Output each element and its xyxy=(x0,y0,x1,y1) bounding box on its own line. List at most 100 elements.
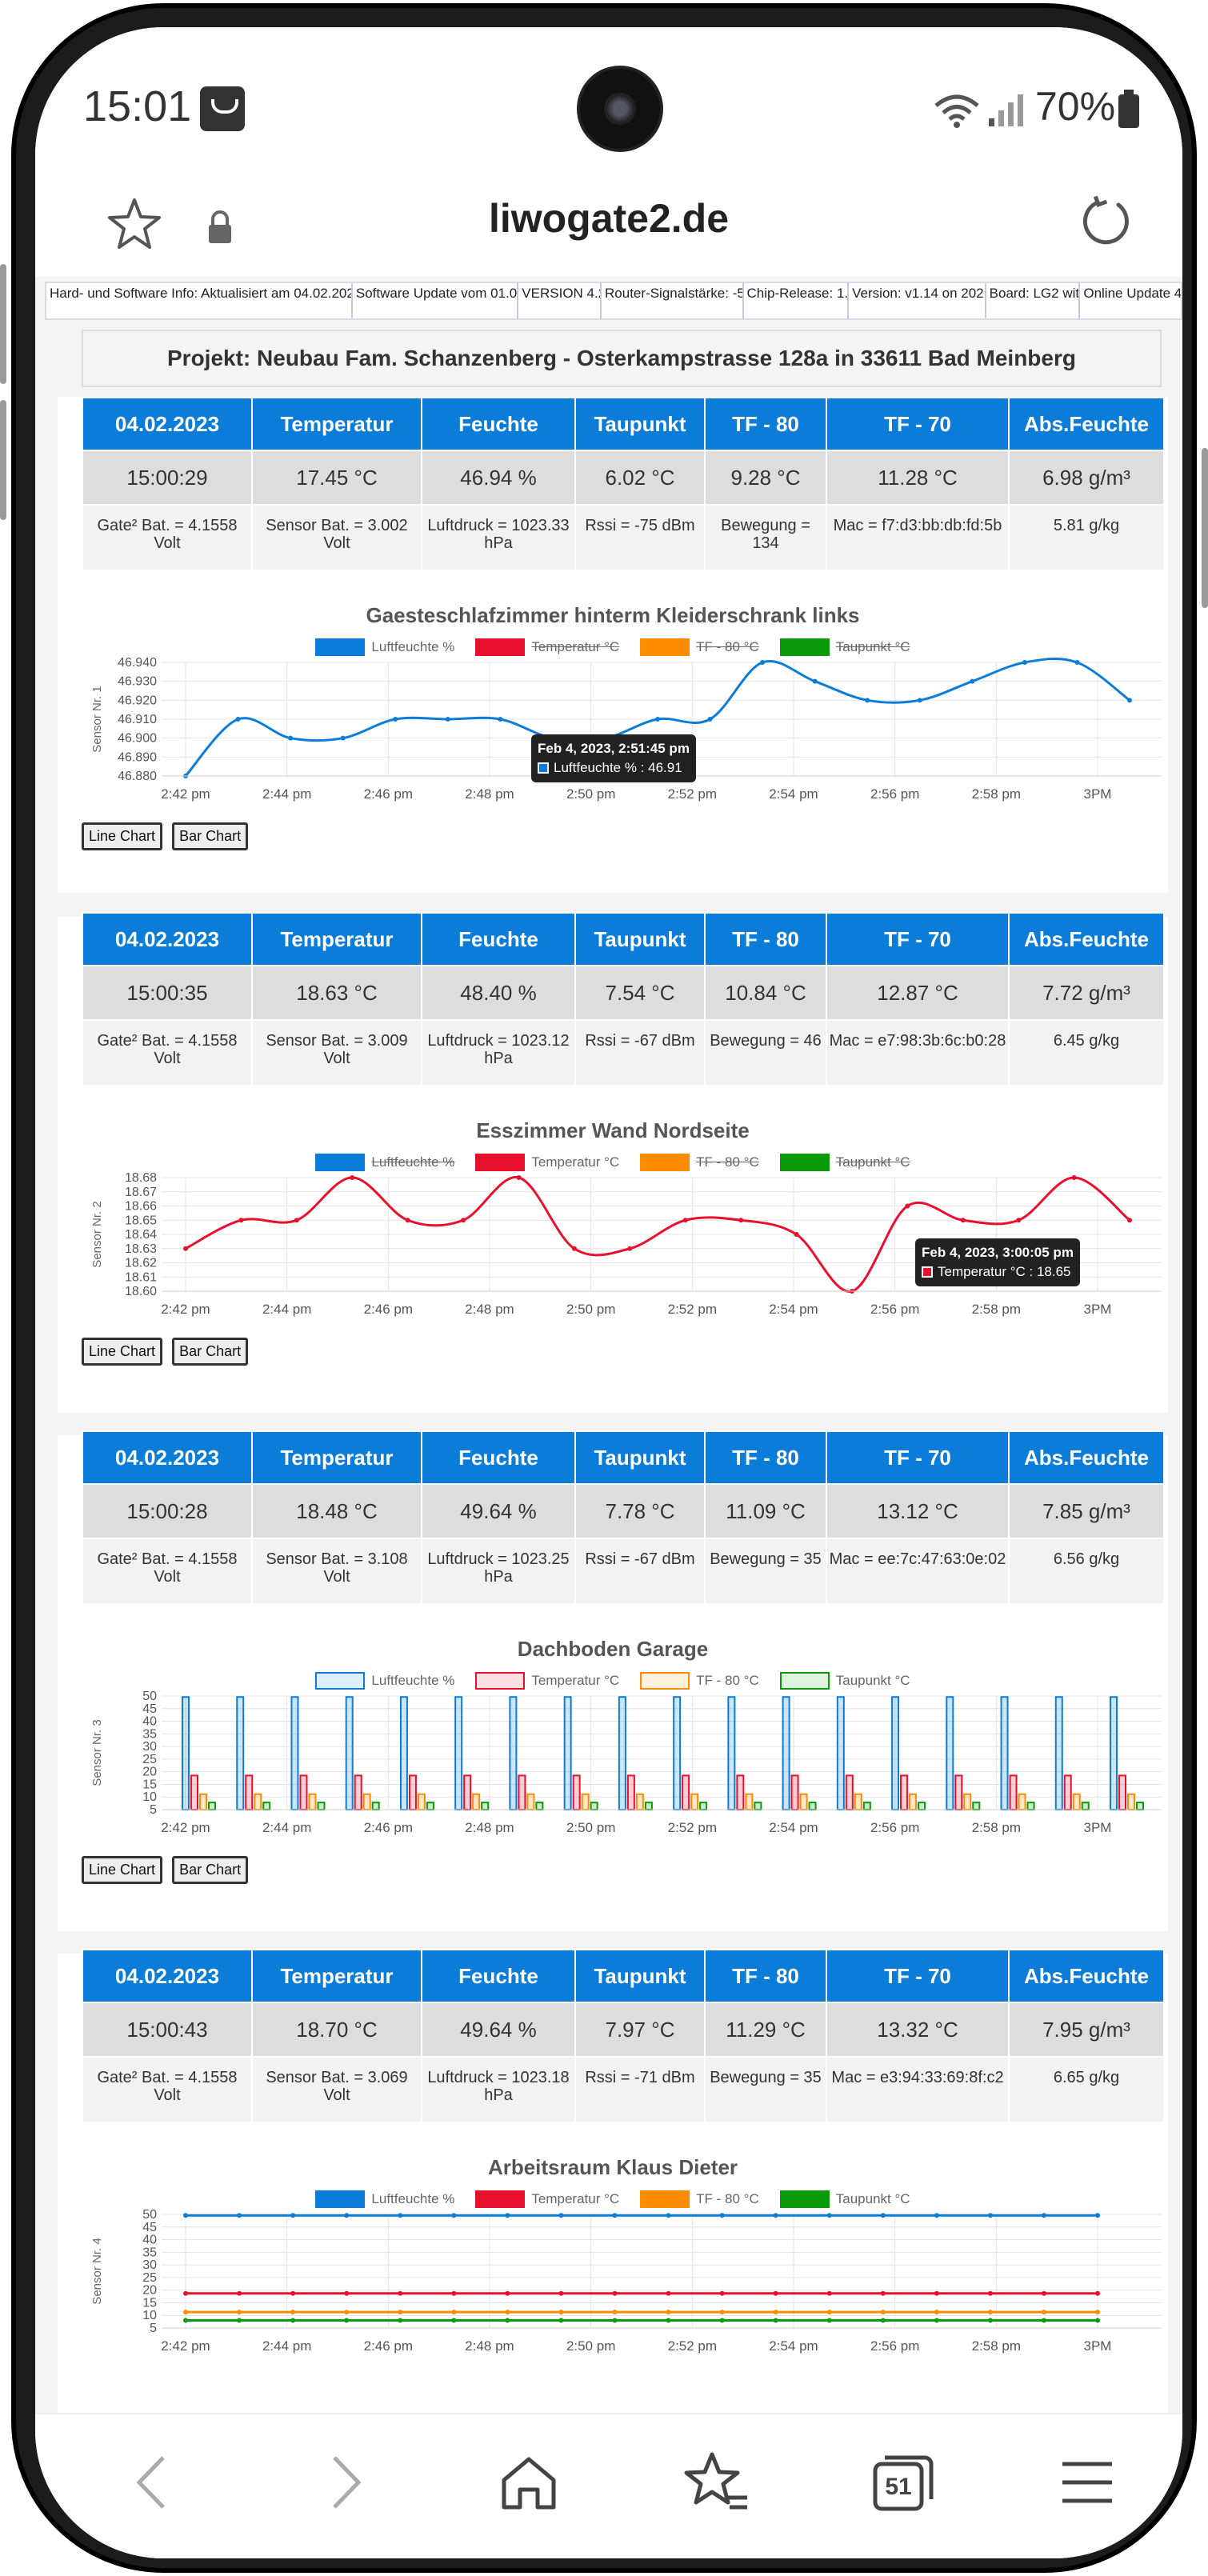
data-point xyxy=(398,2310,403,2315)
table-header: Abs.Feuchte xyxy=(1008,1949,1165,2003)
legend-item[interactable]: Temperatur °C xyxy=(475,1154,619,1171)
value-cell: 13.32 °C xyxy=(826,2002,1010,2058)
line-chart-button[interactable]: Line Chart xyxy=(82,822,163,850)
line-chart-button[interactable]: Line Chart xyxy=(82,1338,163,1366)
tabs-icon[interactable]: 51 xyxy=(867,2446,939,2518)
data-point xyxy=(393,717,398,722)
detail-cell: 6.65 g/kg xyxy=(1008,2056,1165,2123)
home-icon[interactable] xyxy=(493,2446,565,2518)
x-tick-label: 2:42 pm xyxy=(161,1820,210,1835)
bar xyxy=(371,1802,380,1810)
legend-item[interactable]: Taupunkt °C xyxy=(779,2190,910,2208)
bar-chart-button[interactable]: Bar Chart xyxy=(172,822,249,850)
data-point xyxy=(398,2213,403,2218)
x-tick-label: 2:46 pm xyxy=(364,2338,413,2354)
bar-chart-button[interactable]: Bar Chart xyxy=(172,1338,249,1366)
bookmarks-icon[interactable] xyxy=(680,2446,752,2518)
legend-swatch xyxy=(779,2190,830,2208)
legend-item[interactable]: Luftfeuchte % xyxy=(315,1672,454,1690)
front-camera xyxy=(577,66,663,152)
chart-legend: Luftfeuchte % Temperatur °C TF - 80 °C Taup… xyxy=(58,2190,1168,2208)
data-point xyxy=(719,2290,725,2296)
forward-icon[interactable] xyxy=(307,2446,379,2518)
bar xyxy=(854,1793,862,1811)
legend-item[interactable]: Taupunkt °C xyxy=(779,1672,910,1690)
legend-item[interactable]: Temperatur °C xyxy=(475,2190,619,2208)
value-cell: 15:00:29 xyxy=(82,450,253,506)
table-header: Feuchte xyxy=(421,1430,576,1485)
bar xyxy=(963,1793,972,1811)
legend-swatch xyxy=(779,1672,830,1690)
data-point xyxy=(445,717,450,722)
info-cell: Router-Signalstärke: -53 dB xyxy=(602,283,744,318)
x-tick-label: 2:56 pm xyxy=(870,2338,919,2354)
data-point xyxy=(1095,2213,1100,2218)
legend-item[interactable]: Taupunkt °C xyxy=(779,1154,910,1171)
legend-item[interactable]: Temperatur °C xyxy=(475,1672,619,1690)
y-tick-label: 18.67 xyxy=(125,1186,157,1199)
chart-canvas[interactable]: Sensor Nr. 1 46.940 46.930 46.920 46.910 46.9… xyxy=(82,654,1170,814)
detail-cell: Gate² Bat. = 4.1558 Volt xyxy=(82,1538,253,1605)
x-tick-label: 2:44 pm xyxy=(262,1302,311,1317)
data-point xyxy=(290,2213,296,2218)
legend-item[interactable]: TF - 80 °C xyxy=(640,638,759,656)
data-point xyxy=(238,1218,244,1223)
star-icon[interactable] xyxy=(106,195,163,253)
legend-item[interactable]: Luftfeuchte % xyxy=(315,638,454,656)
bar xyxy=(782,1696,790,1810)
back-icon[interactable] xyxy=(118,2446,190,2518)
info-cell: VERSION 4.21 xyxy=(518,283,602,318)
x-tick-label: 2:48 pm xyxy=(465,786,514,802)
bar-chart-button[interactable]: Bar Chart xyxy=(172,1856,249,1884)
data-point xyxy=(237,2310,242,2315)
bar xyxy=(918,1802,926,1810)
chart-canvas[interactable]: Sensor Nr. 218.6818.6718.6618.6518.6418.… xyxy=(82,1170,1170,1330)
legend-label: Luftfeuchte % xyxy=(371,2191,455,2206)
tooltip-swatch xyxy=(922,1266,933,1278)
legend-item[interactable]: TF - 80 °C xyxy=(640,1154,759,1171)
data-point xyxy=(612,2318,618,2323)
y-tick-label: 5 xyxy=(150,1803,157,1817)
menu-icon[interactable] xyxy=(1051,2446,1123,2518)
legend-label: Taupunkt °C xyxy=(835,2191,910,2206)
info-cell: Online Update 4.20 xyxy=(1083,286,1181,301)
bar xyxy=(590,1802,598,1810)
data-point xyxy=(1127,698,1132,703)
data-point xyxy=(1095,2310,1100,2315)
line-chart-button[interactable]: Line Chart xyxy=(82,1856,163,1884)
table-header: TF - 70 xyxy=(826,397,1010,451)
table-header: TF - 70 xyxy=(826,1430,1010,1485)
legend-item[interactable]: Luftfeuchte % xyxy=(315,2190,454,2208)
legend-item[interactable]: Luftfeuchte % xyxy=(315,1154,454,1171)
y-axis-label: Sensor Nr. 2 xyxy=(90,1201,104,1267)
table-header: 04.02.2023 xyxy=(82,1430,253,1485)
legend-item[interactable]: Temperatur °C xyxy=(475,638,619,656)
data-point xyxy=(1095,2290,1100,2296)
data-point xyxy=(719,2318,725,2323)
table-header: TF - 70 xyxy=(826,912,1010,966)
chart-title: Dachboden Garage xyxy=(517,1637,709,1661)
legend-item[interactable]: TF - 80 °C xyxy=(640,1672,759,1690)
url-text[interactable]: liwogate2.de xyxy=(488,196,730,241)
y-tick-label: 18.66 xyxy=(125,1200,157,1214)
bar xyxy=(1127,1793,1135,1811)
x-tick-label: 2:58 pm xyxy=(972,1302,1021,1317)
info-cell: Software Update vom 01.01.2023 xyxy=(353,283,519,318)
data-point xyxy=(666,2318,671,2323)
lock-icon[interactable] xyxy=(206,210,234,245)
bar xyxy=(909,1793,918,1811)
legend-label: Temperatur °C xyxy=(531,2191,620,2206)
data-point xyxy=(1127,1218,1132,1223)
bar xyxy=(808,1802,817,1810)
data-point xyxy=(826,2318,832,2323)
reload-icon[interactable] xyxy=(1078,194,1134,250)
sensor-section: 04.02.2023 Temperatur Feuchte Taupunkt TF - … xyxy=(58,397,1168,893)
legend-item[interactable]: TF - 80 °C xyxy=(640,2190,759,2208)
detail-cell: Gate² Bat. = 4.1558 Volt xyxy=(82,504,253,571)
legend-label: TF - 80 °C xyxy=(696,2191,759,2206)
table-header: TF - 80 xyxy=(704,1949,827,2003)
legend-item[interactable]: Taupunkt °C xyxy=(779,638,910,656)
sensor-section: 04.02.2023 Temperatur Feuchte Taupunkt TF - … xyxy=(58,1430,1170,1931)
